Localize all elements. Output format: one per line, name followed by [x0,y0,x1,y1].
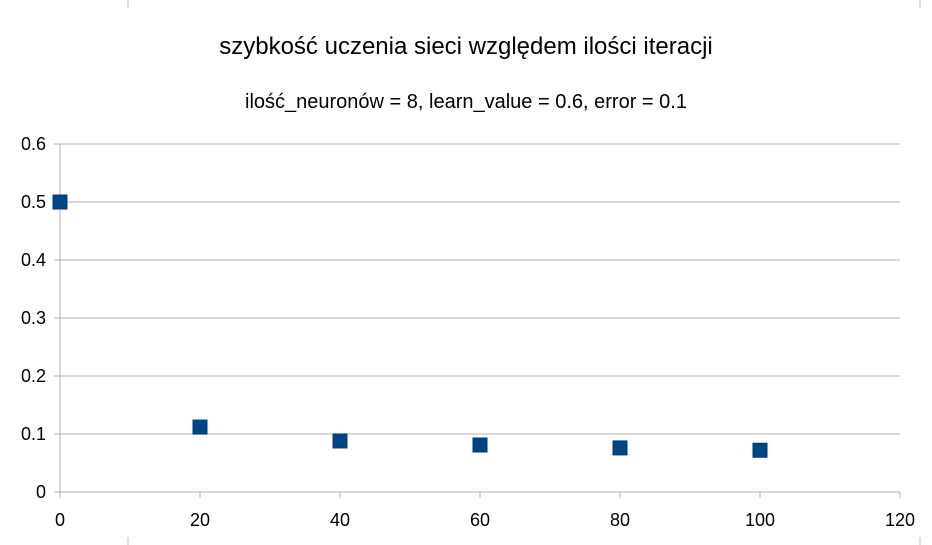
y-tick-label: 0.2 [21,366,46,386]
page-corner-marks [127,0,921,545]
x-tick-label: 100 [745,510,775,530]
y-tick-label: 0.3 [21,308,46,328]
data-point-marker [192,419,208,435]
x-tick-label: 40 [330,510,350,530]
y-tick-label: 0.1 [21,424,46,444]
x-tick-label: 60 [470,510,490,530]
y-tick-label: 0.5 [21,192,46,212]
data-point-marker [612,440,628,456]
y-tick-label: 0.4 [21,250,46,270]
chart-title: szybkość uczenia sieci względem ilości i… [219,33,713,60]
x-tick-label: 20 [190,510,210,530]
data-point-marker [472,437,488,453]
x-axis-tick-labels: 0 20 40 60 80 100 120 [55,510,915,530]
data-point-marker [752,442,768,458]
y-tick-label: 0 [36,482,46,502]
y-axis-tick-labels: 0 0.1 0.2 0.3 0.4 0.5 0.6 [21,134,46,502]
data-point-marker [332,433,348,449]
x-tick-label: 120 [885,510,915,530]
x-tick-label: 0 [55,510,65,530]
y-tick-label: 0.6 [21,134,46,154]
chart-subtitle: ilość_neuronów = 8, learn_value = 0.6, e… [245,91,687,113]
x-tick-label: 80 [610,510,630,530]
data-point-marker [52,194,68,210]
data-points [52,194,768,458]
